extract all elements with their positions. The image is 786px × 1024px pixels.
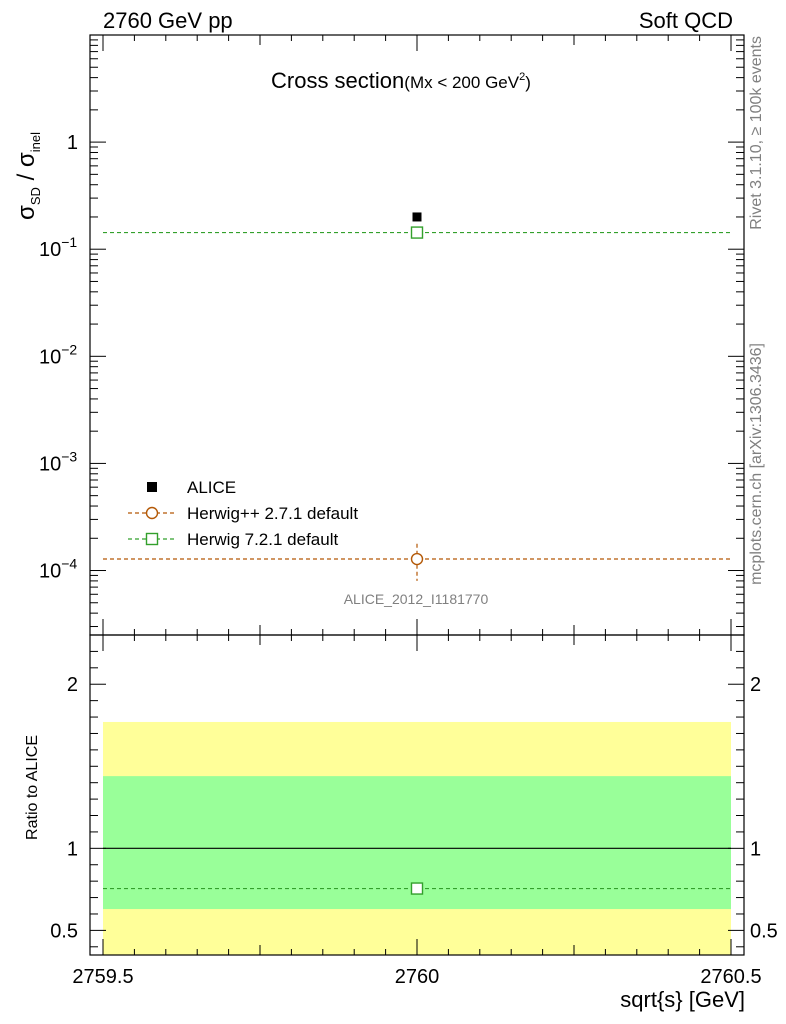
main-y-tick-label-exp: −2	[61, 341, 77, 357]
main-y-tick-label-exp: −4	[61, 556, 77, 572]
ratio-panel: 2 2 1 1 0.5 0.5 2759.5 2760 2760.5 Ratio to ALI…	[24, 634, 778, 1012]
header-left: 2760 GeV pp	[103, 8, 233, 33]
main-y-tick-labels: 110−110−210−310−4	[39, 132, 78, 582]
analysis-label: ALICE_2012_I1181770	[344, 591, 489, 607]
ratio-y-tick-label-left: 0.5	[50, 920, 78, 942]
ratio-y-tick-label-right: 2	[750, 674, 761, 696]
y-label-sigma-sd: σ	[13, 205, 40, 220]
main-y-tick-label: 10−3	[39, 448, 77, 475]
chart-title-sub: (Mx < 200 GeV	[404, 73, 519, 92]
x-tick-label: 2760.5	[700, 966, 761, 988]
legend: ALICE Herwig++ 2.7.1 default Herwig 7.2.1 …	[128, 478, 358, 549]
ratio-y-tick-label-right: 0.5	[750, 920, 778, 942]
main-y-axis-label: σSD / σinel	[13, 132, 43, 220]
main-y-tick-label: 10−2	[39, 341, 77, 368]
x-tick-label: 2760	[395, 966, 440, 988]
data-point-alice	[412, 212, 422, 222]
main-y-tick-label-base: 10	[39, 561, 61, 583]
x-axis-label: sqrt{s} [GeV]	[620, 987, 745, 1012]
y-label-slash: / σ	[13, 152, 40, 187]
chart-title-main: Cross section	[271, 68, 404, 93]
marker-herwigpp	[410, 552, 424, 566]
legend-label-2: Herwig 7.2.1 default	[187, 530, 338, 549]
legend-label-1: Herwig++ 2.7.1 default	[187, 504, 358, 523]
ratio-marker-herwig7	[410, 882, 424, 895]
legend-marker-alice	[147, 482, 157, 492]
main-y-tick-label-base: 10	[39, 239, 61, 261]
ratio-y-tick-label-left: 1	[67, 838, 78, 860]
mcplots-label: mcplots.cern.ch [arXiv:1306.3436]	[748, 343, 765, 585]
chart-title-sup: 2	[519, 71, 525, 83]
x-tick-labels: 2759.5 2760 2760.5	[72, 966, 761, 988]
main-y-tick-label-exp: −3	[61, 448, 77, 464]
main-ticks	[90, 34, 744, 635]
main-panel: 110−110−210−310−4 Cross section(Mx < 200…	[13, 34, 745, 636]
legend-label-0: ALICE	[187, 478, 236, 497]
main-y-tick-label: 10−4	[39, 556, 77, 583]
ratio-y-tick-labels: 2 2 1 1 0.5 0.5	[50, 674, 778, 942]
ratio-y-tick-label-left: 2	[67, 674, 78, 696]
main-y-tick-label-base: 1	[67, 132, 78, 154]
ratio-y-axis-label: Ratio to ALICE	[24, 735, 41, 840]
legend-marker-herwigpp	[145, 506, 159, 520]
main-series	[103, 212, 731, 581]
ratio-ticks	[90, 635, 744, 955]
main-y-tick-label-base: 10	[39, 453, 61, 475]
y-label-sub-inel: inel	[28, 132, 43, 152]
x-tick-label: 2759.5	[72, 966, 133, 988]
marker-herwig7	[410, 226, 424, 239]
chart-title-close: )	[525, 73, 531, 92]
y-label-sub-sd: SD	[28, 187, 43, 205]
main-y-tick-label: 10−1	[39, 234, 77, 261]
main-y-tick-label-base: 10	[39, 346, 61, 368]
main-y-tick-label: 1	[67, 132, 78, 154]
ratio-bands	[103, 721, 731, 955]
ratio-series	[103, 847, 731, 895]
main-y-tick-label-exp: −1	[61, 234, 77, 250]
legend-marker-herwig7	[145, 532, 159, 546]
rivet-label: Rivet 3.1.10, ≥ 100k events	[748, 36, 765, 230]
ratio-y-tick-label-right: 1	[750, 838, 761, 860]
chart-title: Cross section(Mx < 200 GeV2)	[271, 68, 531, 93]
header-right: Soft QCD	[639, 8, 733, 33]
